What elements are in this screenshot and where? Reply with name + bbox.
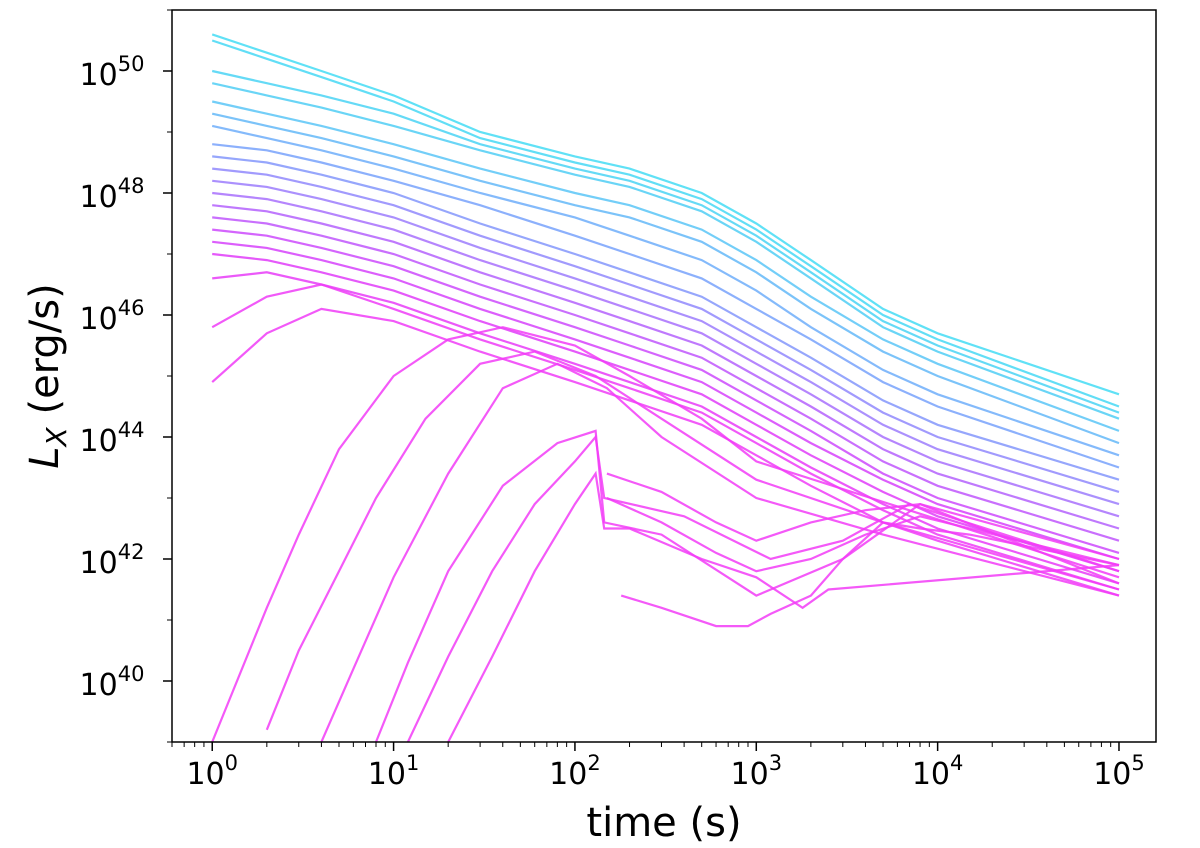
x-axis-ticks: 100 101 102 103 104 105 bbox=[172, 742, 1145, 792]
x-tick-label: 104 bbox=[912, 751, 964, 792]
y-tick-label: 1042 bbox=[80, 540, 145, 581]
x-tick-label: 102 bbox=[549, 751, 601, 792]
y-tick-label: 1050 bbox=[80, 52, 145, 93]
x-axis-title: time (s) bbox=[586, 800, 741, 846]
x-tick-label: 100 bbox=[186, 751, 238, 792]
x-tick-label: 101 bbox=[368, 751, 420, 792]
y-tick-label: 1044 bbox=[80, 418, 145, 459]
y-tick-label: 1048 bbox=[80, 174, 145, 215]
y-axis-ticks: 1040 1042 1044 1046 1048 1050 bbox=[80, 10, 172, 742]
x-tick-label: 103 bbox=[731, 751, 783, 792]
light-curve-24 bbox=[376, 431, 1119, 742]
y-axis-title-subscript: X bbox=[40, 426, 73, 448]
y-axis-title-unit: (erg/s) bbox=[22, 283, 68, 427]
light-curves bbox=[212, 34, 1119, 742]
light-curve-1 bbox=[212, 34, 1119, 394]
x-tick-label: 105 bbox=[1093, 751, 1145, 792]
y-axis-title: LX (erg/s) bbox=[22, 283, 73, 468]
y-tick-label: 1040 bbox=[80, 662, 145, 703]
light-curve-2 bbox=[212, 41, 1119, 407]
y-tick-label: 1046 bbox=[80, 296, 145, 337]
y-axis-title-symbol: L bbox=[22, 446, 68, 468]
plot-frame bbox=[172, 10, 1156, 742]
